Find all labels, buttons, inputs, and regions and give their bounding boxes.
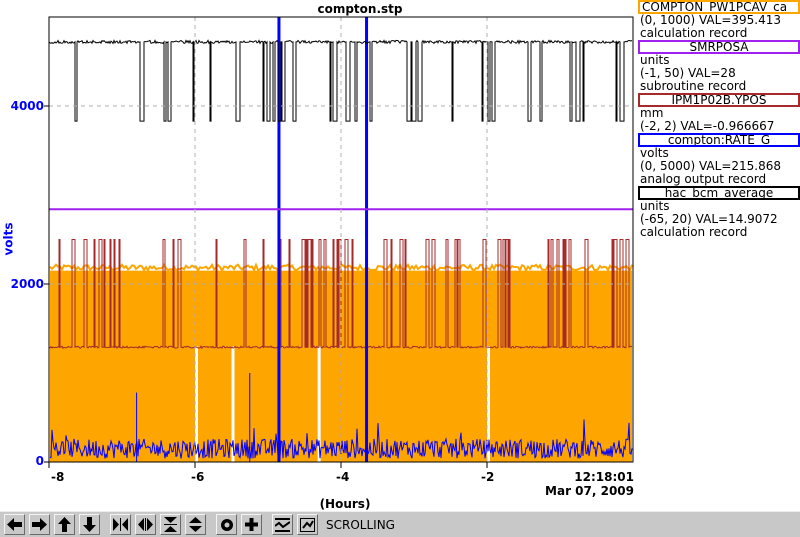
- current-time: 12:18:01 Mar 07, 2009: [534, 470, 634, 498]
- toggle-scroll-icon[interactable]: [297, 514, 318, 535]
- legend-range: (-65, 20) VAL=14.9072: [640, 212, 778, 226]
- legend-range: (0, 1000) VAL=395.413: [640, 13, 781, 27]
- series-ipm1p02b-ypos: [48, 239, 633, 350]
- series-compton-pw1pcav-gap: [487, 346, 490, 462]
- legend-entry[interactable]: hac_bcm_average units (-65, 20) VAL=14.9…: [638, 186, 800, 239]
- arrow-down-icon[interactable]: [79, 514, 100, 535]
- y-tick-label: 2000: [10, 277, 44, 291]
- series-compton-pw1pcav-gap: [231, 346, 235, 462]
- add-icon[interactable]: [241, 514, 262, 535]
- legend-range: (-1, 50) VAL=28: [640, 66, 736, 80]
- legend-pv-name[interactable]: SMRPOSA: [638, 40, 800, 54]
- y-tick-label: 4000: [10, 99, 44, 113]
- x-tick-label: -8: [51, 470, 65, 484]
- legend-record-type: subroutine record: [640, 79, 747, 93]
- arrow-right-icon[interactable]: [29, 514, 50, 535]
- x-tick-label: -4: [336, 470, 350, 484]
- legend-record-type: calculation record: [640, 26, 748, 40]
- legend-range: (-2, 2) VAL=-0.966667: [640, 119, 775, 133]
- zoom-in-y-icon[interactable]: [160, 514, 181, 535]
- series-compton-rate-g: [49, 419, 633, 460]
- zoom-out-x-icon[interactable]: [135, 514, 156, 535]
- strip-chart[interactable]: [0, 0, 800, 511]
- legend-pv-name[interactable]: COMPTON_PW1PCAV_ca: [638, 0, 800, 14]
- plot-frame: [48, 16, 634, 463]
- legend-entry[interactable]: compton:RATE_G volts (0, 5000) VAL=215.8…: [638, 133, 800, 186]
- plot-title: compton.stp: [317, 2, 403, 16]
- legend-units: units: [640, 199, 670, 213]
- zoom-in-x-icon[interactable]: [110, 514, 131, 535]
- series-compton-pw1pcav-gap: [195, 346, 198, 462]
- time-label: 12:18:01: [574, 470, 634, 484]
- x-tick-label: -2: [481, 470, 495, 484]
- legend-pv-name[interactable]: compton:RATE_G: [638, 133, 800, 147]
- x-axis-label: (Hours): [319, 497, 371, 511]
- toolbar: SCROLLING: [0, 511, 800, 537]
- reset-icon[interactable]: [272, 514, 293, 535]
- legend-entry[interactable]: COMPTON_PW1PCAV_ca (0, 1000) VAL=395.413…: [638, 0, 800, 40]
- legend-units: mm: [640, 106, 664, 120]
- legend-record-type: calculation record: [640, 225, 748, 239]
- date-label: Mar 07, 2009: [545, 484, 634, 498]
- series-hac-bcm-average: [48, 39, 633, 122]
- autoscale-icon[interactable]: [216, 514, 237, 535]
- legend-units: volts: [640, 146, 669, 160]
- scroll-status: SCROLLING: [326, 517, 395, 532]
- zoom-out-y-icon[interactable]: [185, 514, 206, 535]
- series-compton-pw1pcav-gap: [317, 346, 321, 462]
- legend-panel: COMPTON_PW1PCAV_ca (0, 1000) VAL=395.413…: [638, 0, 800, 239]
- legend-entry[interactable]: SMRPOSA units (-1, 50) VAL=28 subroutine…: [638, 40, 800, 93]
- x-tick-label: -6: [191, 470, 205, 484]
- legend-entry[interactable]: IPM1P02B.YPOS mm (-2, 2) VAL=-0.966667: [638, 93, 800, 133]
- legend-record-type: analog output record: [640, 172, 767, 186]
- legend-range: (0, 5000) VAL=215.868: [640, 159, 781, 173]
- legend-pv-name[interactable]: IPM1P02B.YPOS: [638, 93, 800, 107]
- y-axis-label: volts: [1, 222, 16, 256]
- legend-pv-name[interactable]: hac_bcm_average: [638, 186, 800, 200]
- arrow-up-icon[interactable]: [54, 514, 75, 535]
- legend-units: units: [640, 53, 670, 67]
- arrow-left-icon[interactable]: [4, 514, 25, 535]
- y-tick-label: 0: [35, 454, 44, 468]
